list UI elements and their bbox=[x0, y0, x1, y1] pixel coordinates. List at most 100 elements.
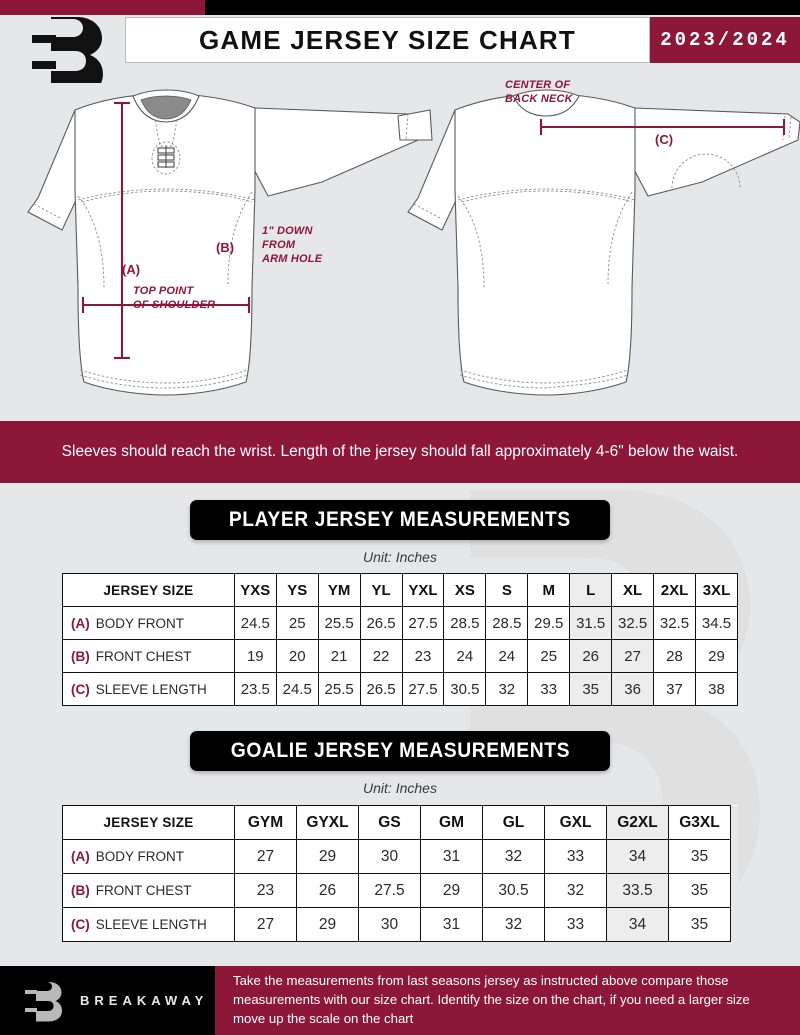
cell: 31.5 bbox=[569, 606, 613, 640]
cell: 27 bbox=[234, 907, 297, 942]
cell: 25 bbox=[275, 606, 319, 640]
cell: 34 bbox=[606, 907, 669, 942]
cell: 35 bbox=[668, 907, 731, 942]
row-name: FRONT CHEST bbox=[95, 883, 192, 898]
row-code: (C) bbox=[71, 681, 90, 697]
cell: 26 bbox=[569, 639, 613, 673]
col-header: GL bbox=[482, 805, 545, 840]
jersey-diagram-svg: .body { fill:#ffffff; stroke:#5a5a5a; st… bbox=[27, 89, 800, 396]
table-row: (B) FRONT CHEST 19 20 21 22 23 24 24 25 2… bbox=[62, 639, 739, 673]
footer-instructions-block: Take the measurements from last seasons … bbox=[215, 966, 800, 1035]
col-header: YXS bbox=[233, 573, 277, 607]
col-header: XS bbox=[443, 573, 487, 607]
cell: 25.5 bbox=[317, 606, 361, 640]
cell: 34 bbox=[606, 839, 669, 874]
cell: 25.5 bbox=[317, 672, 361, 706]
cell: 35 bbox=[668, 839, 731, 874]
cell: 31 bbox=[420, 839, 483, 874]
cell: 33 bbox=[544, 839, 607, 874]
col-header: M bbox=[527, 573, 571, 607]
row-code: (B) bbox=[71, 883, 90, 898]
breakaway-b-logo-icon bbox=[25, 981, 62, 1021]
col-header: YS bbox=[275, 573, 319, 607]
cell: 29 bbox=[694, 639, 739, 673]
spacer-cell bbox=[730, 907, 738, 942]
cell: 29 bbox=[420, 873, 483, 908]
cell: 32 bbox=[482, 839, 545, 874]
cell: 27 bbox=[611, 639, 655, 673]
spacer-cell bbox=[730, 873, 738, 908]
cell: 33.5 bbox=[606, 873, 669, 908]
col-header: 2XL bbox=[653, 573, 696, 607]
cell: 21 bbox=[317, 639, 361, 673]
cell: 28 bbox=[653, 639, 696, 673]
label-a: (A) bbox=[122, 262, 141, 277]
goalie-section-heading: GOALIE JERSEY MEASUREMENTS bbox=[190, 731, 610, 771]
cell: 22 bbox=[359, 639, 403, 673]
col-header: L bbox=[569, 573, 613, 607]
table-row: (C) SLEEVE LENGTH 23.5 24.5 25.5 26.5 27.… bbox=[62, 672, 739, 706]
col-header: G2XL bbox=[606, 805, 669, 840]
table-row: (C) SLEEVE LENGTH 27 29 30 31 32 33 34 35 bbox=[62, 907, 738, 942]
row-name: BODY FRONT bbox=[95, 849, 185, 864]
cell: 37 bbox=[653, 672, 696, 706]
measurement-note-band: Sleeves should reach the wrist. Length o… bbox=[0, 421, 800, 483]
cell: 24.5 bbox=[275, 672, 319, 706]
cell: 30 bbox=[358, 839, 421, 874]
cell: 34.5 bbox=[694, 606, 739, 640]
season-badge: 2023/2024 bbox=[650, 17, 800, 63]
top-strip-black bbox=[205, 0, 800, 15]
row-code: (C) bbox=[71, 917, 90, 932]
cell: 38 bbox=[694, 672, 739, 706]
col-header: GYXL bbox=[296, 805, 359, 840]
label-b: (B) bbox=[216, 240, 235, 255]
table-header-row: JERSEY SIZE GYM GYXL GS GM GL GXL G2XL G… bbox=[62, 805, 738, 840]
cell: 33 bbox=[527, 672, 571, 706]
goalie-row-header-label: JERSEY SIZE bbox=[62, 805, 235, 840]
cell: 32 bbox=[544, 873, 607, 908]
row-name: FRONT CHEST bbox=[95, 648, 192, 664]
top-strip-maroon bbox=[0, 0, 205, 15]
measurement-note-text: Sleeves should reach the wrist. Length o… bbox=[61, 442, 739, 460]
cell: 27.5 bbox=[401, 606, 445, 640]
cell: 31 bbox=[420, 907, 483, 942]
cell: 20 bbox=[275, 639, 319, 673]
cell: 23 bbox=[401, 639, 445, 673]
cell: 29 bbox=[296, 839, 359, 874]
table-row: (B) FRONT CHEST 23 26 27.5 29 30.5 32 33.… bbox=[62, 873, 738, 908]
brand-logo bbox=[18, 11, 123, 96]
table-row: (A) BODY FRONT 24.5 25 25.5 26.5 27.5 28.… bbox=[62, 606, 739, 640]
cell: 28.5 bbox=[485, 606, 529, 640]
page-header: GAME JERSEY SIZE CHART 2023/2024 bbox=[0, 15, 800, 96]
cell: 33 bbox=[544, 907, 607, 942]
player-section-heading: PLAYER JERSEY MEASUREMENTS bbox=[190, 500, 610, 540]
goalie-section-heading-label: GOALIE JERSEY MEASUREMENTS bbox=[230, 739, 570, 762]
cell: 23 bbox=[234, 873, 297, 908]
row-name: BODY FRONT bbox=[95, 615, 185, 631]
col-header: YM bbox=[317, 573, 361, 607]
jersey-back-view bbox=[397, 89, 800, 396]
row-label-a: (A) BODY FRONT bbox=[62, 606, 235, 640]
player-section-heading-label: PLAYER JERSEY MEASUREMENTS bbox=[229, 508, 571, 531]
footer-brand-block: BREAKAWAY bbox=[0, 966, 215, 1035]
cell: 23.5 bbox=[233, 672, 277, 706]
col-header: 3XL bbox=[694, 573, 739, 607]
cell: 27.5 bbox=[401, 672, 445, 706]
page-title: GAME JERSEY SIZE CHART bbox=[199, 24, 576, 55]
cell: 35 bbox=[668, 873, 731, 908]
season-label: 2023/2024 bbox=[660, 29, 790, 51]
row-code: (A) bbox=[71, 849, 90, 864]
cell: 26.5 bbox=[359, 672, 403, 706]
cell: 27 bbox=[234, 839, 297, 874]
callout-one-inch-down: 1" DOWN FROM ARM HOLE bbox=[262, 225, 323, 265]
page-footer: BREAKAWAY Take the measurements from las… bbox=[0, 966, 800, 1035]
callout-center-back-neck: CENTER OF BACK NECK bbox=[505, 79, 573, 105]
title-plate: GAME JERSEY SIZE CHART bbox=[125, 17, 650, 63]
cell: 32 bbox=[485, 672, 529, 706]
cell: 24 bbox=[443, 639, 487, 673]
player-row-header-label: JERSEY SIZE bbox=[62, 573, 235, 607]
cell: 30.5 bbox=[482, 873, 545, 908]
cell: 35 bbox=[569, 672, 613, 706]
col-header: XL bbox=[611, 573, 655, 607]
